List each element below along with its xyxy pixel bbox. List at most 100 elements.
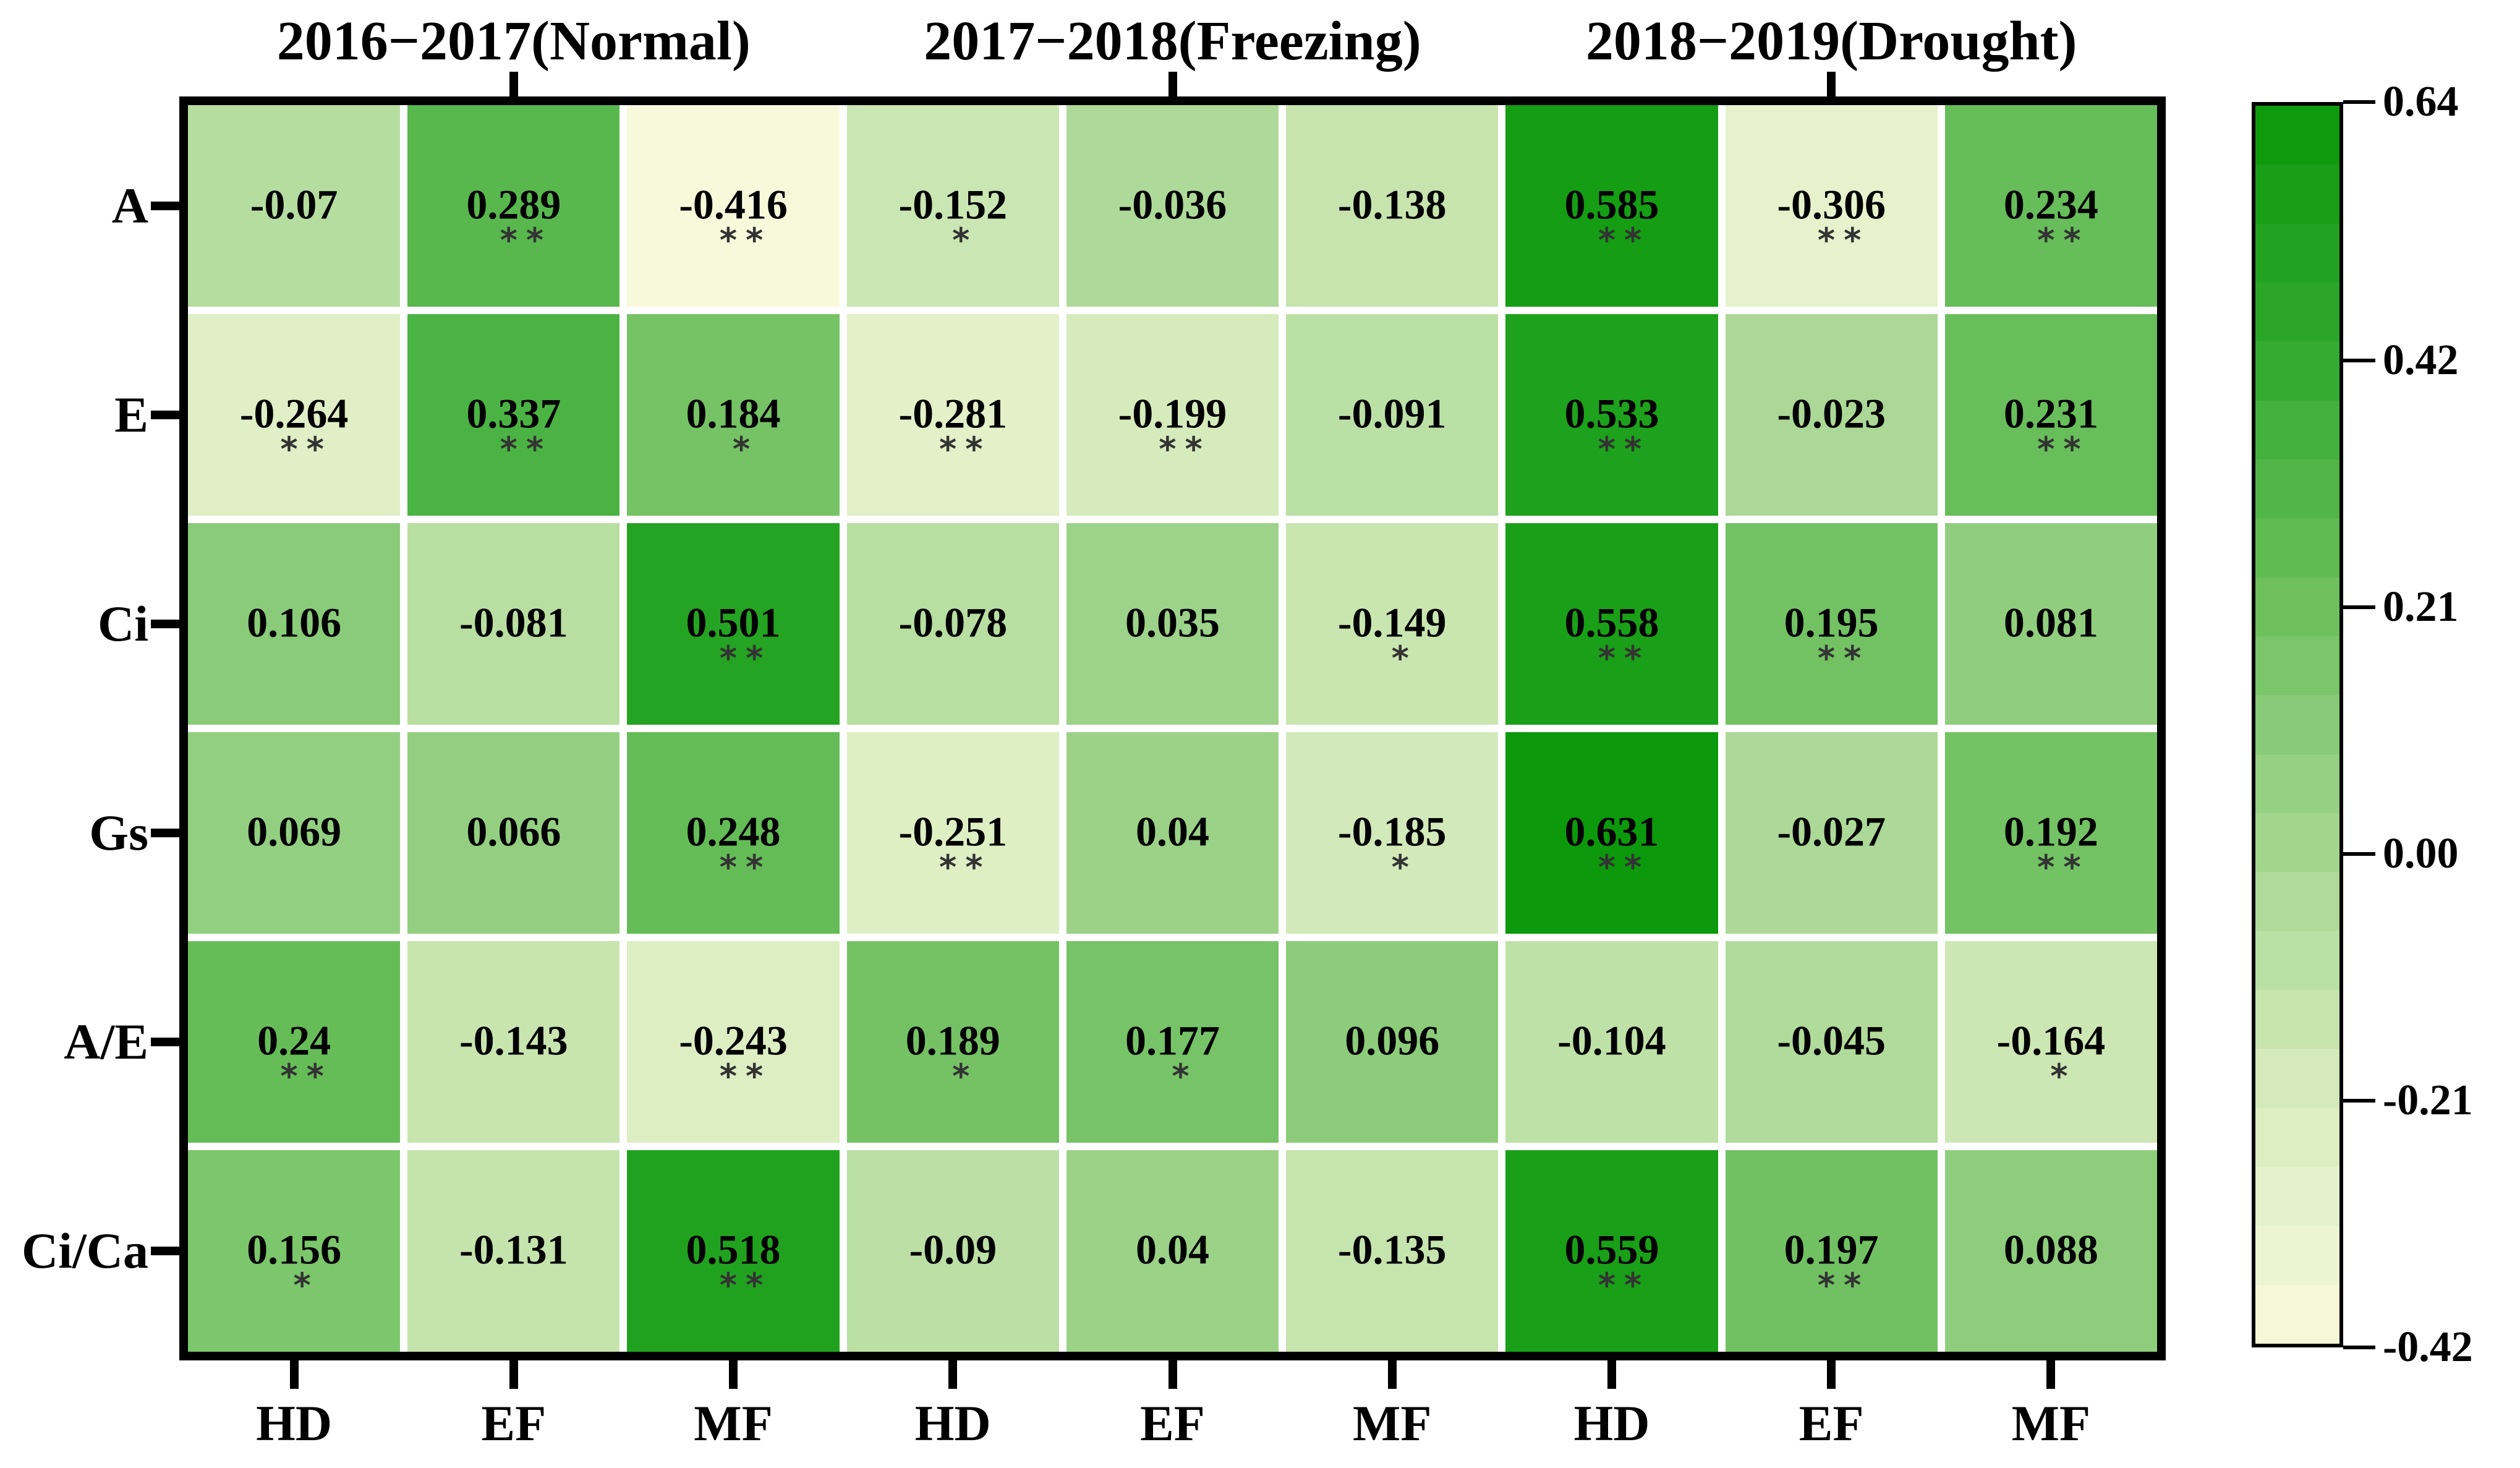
- colorbar: [2252, 102, 2343, 1347]
- cell-value: 0.088: [2003, 1226, 2098, 1273]
- x-axis-tick: [1827, 1360, 1836, 1389]
- x-axis-tick: [289, 1360, 299, 1389]
- colorbar-step: [2255, 813, 2339, 873]
- col-label-ef-1: EF: [481, 1395, 547, 1451]
- colorbar-tick-label: -0.21: [2383, 1077, 2473, 1124]
- cell-value: 0.501: [686, 599, 781, 646]
- significance-asterisks: **: [939, 848, 992, 887]
- heatmap-cell: -0.104: [1505, 941, 1718, 1143]
- heatmap-cell: -0.131: [407, 1150, 620, 1352]
- heatmap-cell: -0.152 *: [846, 105, 1059, 307]
- heatmap-cell: 0.631 **: [1505, 732, 1718, 934]
- colorbar-step: [2255, 164, 2339, 224]
- heatmap-cell: 0.177 *: [1066, 941, 1279, 1143]
- colorbar-tick: [2343, 852, 2375, 856]
- colorbar-step: [2255, 577, 2339, 636]
- heatmap-cell: -0.149 *: [1286, 523, 1499, 725]
- heatmap-cell: -0.081: [407, 523, 620, 725]
- significance-asterisks: **: [2037, 430, 2090, 469]
- cell-value: -0.185: [1337, 808, 1447, 855]
- col-label-hd-3: HD: [914, 1395, 991, 1451]
- significance-asterisks: **: [939, 430, 992, 469]
- heatmap-cell: 0.518 **: [627, 1150, 840, 1352]
- heatmap-cell: -0.264 **: [188, 314, 401, 516]
- cell-value: -0.045: [1777, 1017, 1886, 1064]
- row-label-a-e: A/E: [64, 1014, 148, 1070]
- col-label-mf-2: MF: [694, 1395, 773, 1451]
- heatmap-cell: 0.081: [1944, 523, 2157, 725]
- cell-value: 0.081: [2003, 599, 2098, 646]
- cell-value: -0.036: [1118, 181, 1227, 228]
- x-axis-tick: [2046, 1360, 2056, 1389]
- cell-value: 0.248: [686, 808, 781, 855]
- heatmap-cell: 0.156 *: [188, 1150, 401, 1352]
- colorbar-tick: [2343, 605, 2375, 609]
- group-title-drought: 2018−2019(Drought): [1585, 11, 2077, 72]
- cell-value: -0.149: [1337, 599, 1447, 646]
- heatmap-cell: 0.231 **: [1944, 314, 2157, 516]
- x-axis-tick: [1168, 1360, 1177, 1389]
- cell-value: 0.24: [257, 1017, 331, 1064]
- cell-value: -0.023: [1777, 390, 1886, 437]
- row-label-ci: Ci: [98, 595, 148, 652]
- x-axis-tick: [1387, 1360, 1397, 1389]
- cell-value: 0.156: [247, 1226, 342, 1273]
- significance-asterisks: **: [2037, 221, 2090, 260]
- heatmap-cell: -0.281 **: [846, 314, 1059, 516]
- cell-value: -0.131: [459, 1226, 568, 1273]
- significance-asterisks: **: [1817, 639, 1870, 678]
- col-label-ef-4: EF: [1140, 1395, 1205, 1451]
- heatmap-cell: 0.585 **: [1505, 105, 1718, 307]
- heatmap-frame: [179, 96, 2166, 1360]
- heatmap-cell: 0.04: [1066, 732, 1279, 934]
- significance-asterisks: **: [1598, 639, 1651, 678]
- significance-asterisks: **: [280, 430, 333, 469]
- heatmap-cell: 0.197 **: [1725, 1150, 1938, 1352]
- heatmap-cell: 0.096: [1286, 941, 1499, 1143]
- cell-value: -0.199: [1118, 390, 1227, 437]
- cell-value: 0.558: [1564, 599, 1659, 646]
- cell-value: 0.585: [1564, 181, 1659, 228]
- x-axis-tick: [948, 1360, 958, 1389]
- significance-asterisks: **: [1817, 1266, 1870, 1305]
- cell-value: 0.106: [247, 599, 342, 646]
- significance-asterisks: **: [719, 848, 772, 887]
- heatmap-cell: -0.185 *: [1286, 732, 1499, 934]
- heatmap-cell: -0.199 **: [1066, 314, 1279, 516]
- cell-value: 0.533: [1564, 390, 1659, 437]
- cell-value: 0.197: [1784, 1226, 1879, 1273]
- group-title-normal: 2016−2017(Normal): [276, 11, 751, 72]
- heatmap-cell: 0.192 **: [1944, 732, 2157, 934]
- y-axis-tick: [151, 829, 179, 837]
- cell-value: 0.189: [905, 1017, 1000, 1064]
- significance-asterisks: **: [719, 639, 772, 678]
- colorbar-step: [2255, 459, 2339, 519]
- heatmap-cell: -0.091: [1286, 314, 1499, 516]
- heatmap-cell: -0.143: [407, 941, 620, 1143]
- cell-value: -0.027: [1777, 808, 1886, 855]
- significance-asterisks: *: [2050, 1057, 2077, 1096]
- cell-value: -0.09: [909, 1226, 997, 1273]
- colorbar-step: [2255, 400, 2339, 459]
- significance-asterisks: **: [1817, 221, 1870, 260]
- colorbar-tick: [2343, 100, 2375, 104]
- cell-value: -0.078: [898, 599, 1008, 646]
- colorbar-step: [2255, 1049, 2339, 1108]
- colorbar-step: [2255, 636, 2339, 696]
- col-label-hd-0: HD: [256, 1395, 333, 1451]
- cell-value: 0.069: [247, 808, 342, 855]
- heatmap-cell: 0.533 **: [1505, 314, 1718, 516]
- heatmap-cell: 0.035: [1066, 523, 1279, 725]
- cell-value: -0.306: [1777, 181, 1886, 228]
- heatmap-cell: 0.04: [1066, 1150, 1279, 1352]
- heatmap-cell: -0.243 **: [627, 941, 840, 1143]
- cell-value: 0.559: [1564, 1226, 1659, 1273]
- y-axis-tick: [151, 1247, 179, 1255]
- significance-asterisks: **: [1598, 1266, 1651, 1305]
- col-label-ef-7: EF: [1798, 1395, 1864, 1451]
- significance-asterisks: **: [719, 1266, 772, 1305]
- heatmap-cell: 0.559 **: [1505, 1150, 1718, 1352]
- heatmap-cell: -0.306 **: [1725, 105, 1938, 307]
- cell-value: 0.631: [1564, 808, 1659, 855]
